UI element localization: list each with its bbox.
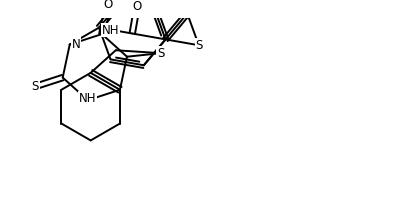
Text: S: S [195,39,202,52]
Text: O: O [103,0,113,11]
Text: NH: NH [79,92,96,105]
Text: NH: NH [102,24,119,37]
Text: N: N [71,38,80,51]
Text: S: S [156,47,164,60]
Text: S: S [32,80,39,93]
Text: O: O [132,0,141,13]
